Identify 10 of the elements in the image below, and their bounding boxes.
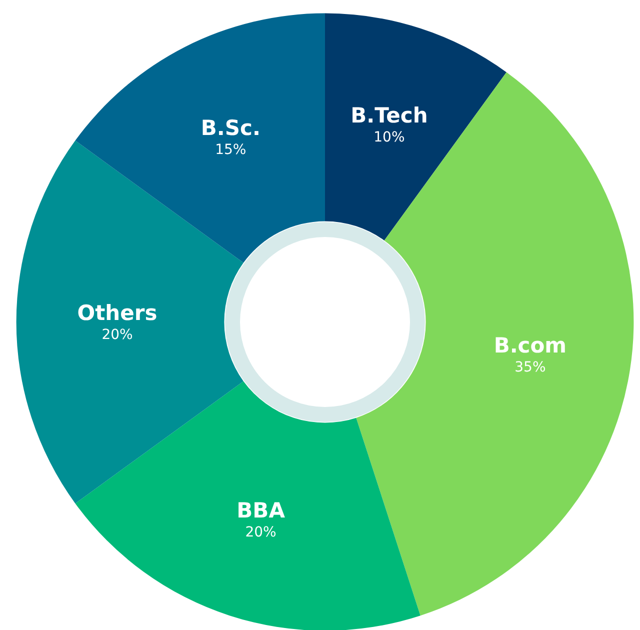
slice-label: B.com	[494, 334, 567, 358]
slice-label: Others	[77, 301, 158, 325]
data-label: 15%	[215, 142, 246, 158]
data-label: 35%	[514, 360, 546, 376]
data-label: 20%	[245, 524, 276, 541]
data-label: 10%	[374, 129, 405, 146]
slice-label: B.Tech	[350, 103, 428, 128]
data-label: 20%	[102, 327, 133, 343]
slice-label: BBA	[236, 498, 286, 523]
slice-label: B.Sc.	[200, 116, 260, 140]
